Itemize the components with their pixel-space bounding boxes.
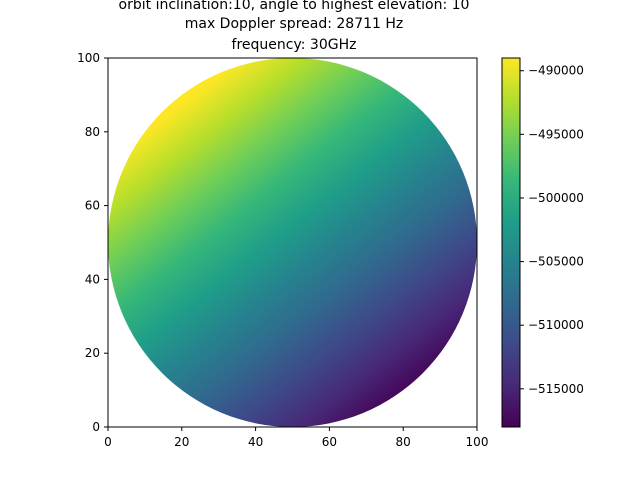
x-axis: 0 20 40 60 80 100 — [104, 427, 488, 449]
title-line-1: orbit inclination:10, angle to highest e… — [119, 0, 470, 13]
chart-title: orbit inclination:10, angle to highest e… — [119, 0, 470, 53]
colorbar-tick-label: −510000 — [528, 318, 584, 332]
x-tick-label: 40 — [248, 435, 263, 449]
colorbar-fill — [502, 58, 520, 427]
colorbar-tick-label: −505000 — [528, 255, 584, 269]
y-tick-label: 80 — [85, 125, 100, 139]
y-tick-label: 60 — [85, 199, 100, 213]
heatmap-disc — [108, 58, 477, 427]
x-tick-label: 20 — [174, 435, 189, 449]
title-line-2: max Doppler spread: 28711 Hz — [185, 16, 404, 32]
x-tick-label: 100 — [466, 435, 489, 449]
y-axis: 0 20 40 60 80 100 — [77, 51, 108, 434]
y-tick-label: 100 — [77, 51, 100, 65]
colorbar-tick-label: −515000 — [528, 382, 584, 396]
y-tick-label: 40 — [85, 272, 100, 286]
colorbar-frame — [501, 57, 521, 428]
colorbar-tick-label: −495000 — [528, 127, 584, 141]
title-line-3: frequency: 30GHz — [232, 37, 357, 53]
colorbar: −515000 −510000 −505000 −500000 −495000 −4900… — [501, 57, 584, 428]
axes-frame — [107, 57, 478, 428]
colorbar-tick-label: −490000 — [528, 64, 584, 78]
plot-area — [107, 57, 478, 428]
y-tick-label: 20 — [85, 346, 100, 360]
y-tick-label: 0 — [92, 420, 100, 434]
colorbar-tick-label: −500000 — [528, 191, 584, 205]
x-tick-label: 80 — [396, 435, 411, 449]
x-tick-label: 60 — [322, 435, 337, 449]
x-tick-label: 0 — [104, 435, 112, 449]
colorbar-ticks: −515000 −510000 −505000 −500000 −495000 −4900… — [520, 64, 584, 396]
